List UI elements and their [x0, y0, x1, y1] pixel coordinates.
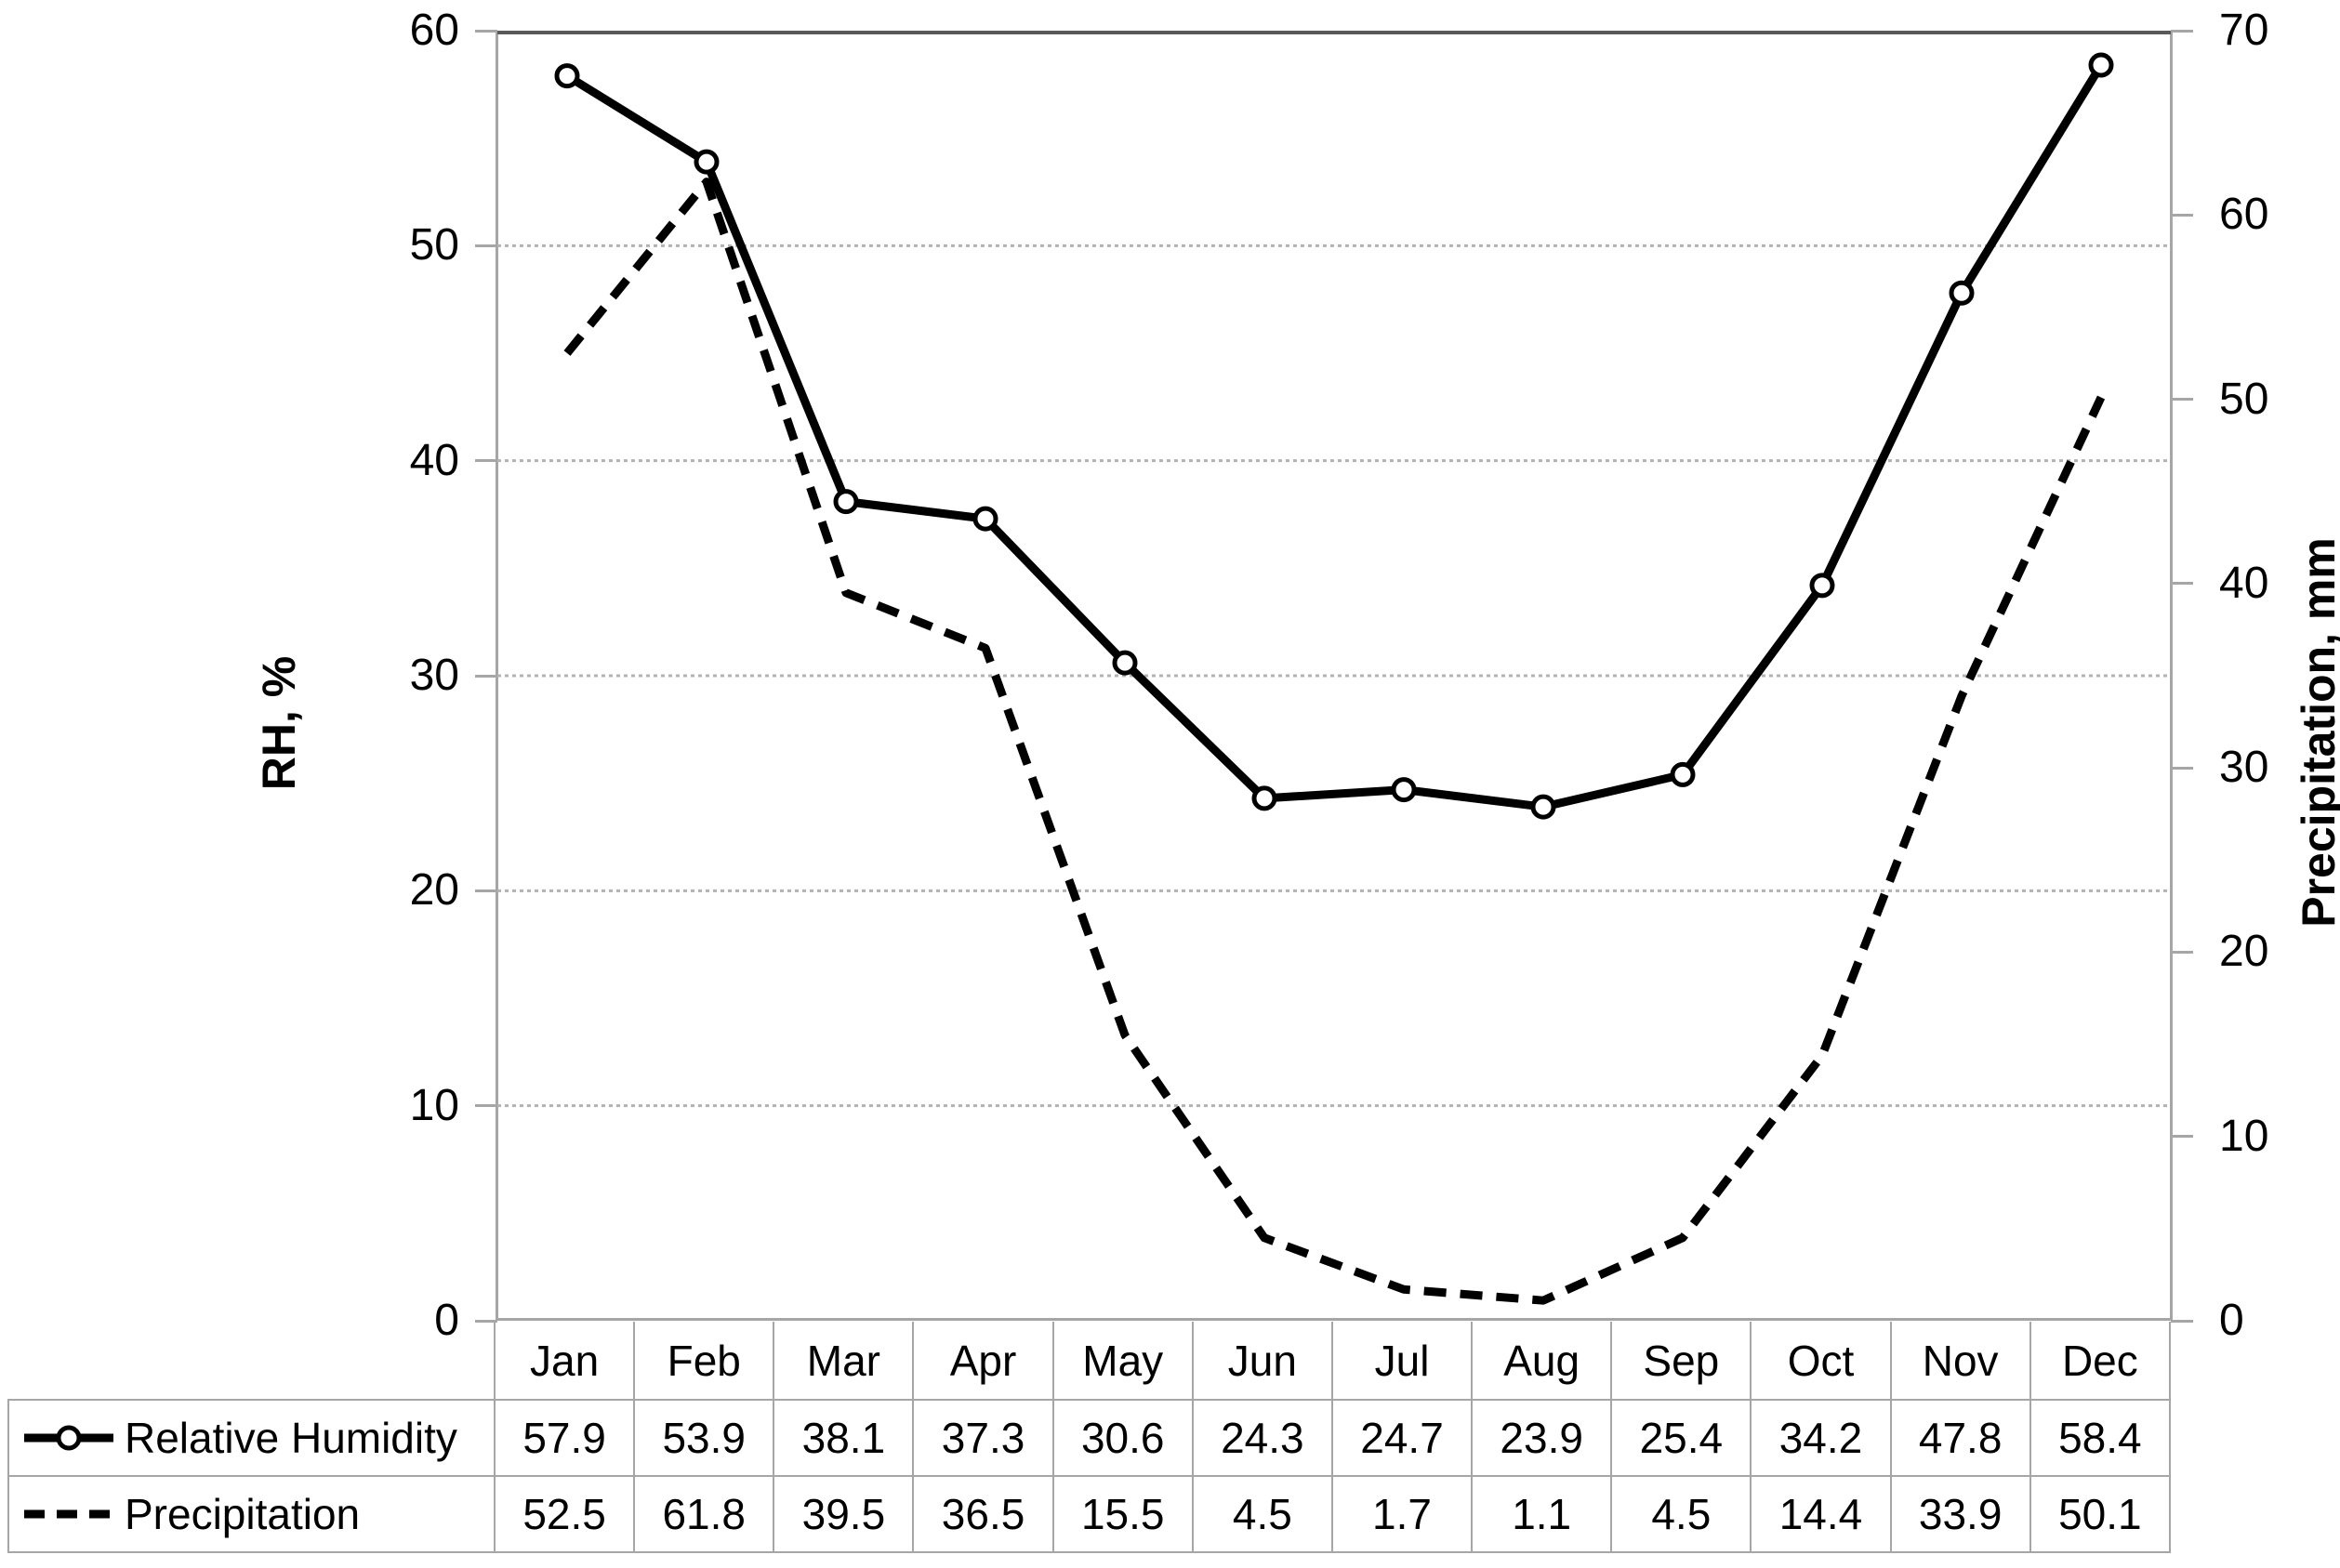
month-header-cell: Mar — [773, 1322, 915, 1401]
data-point-marker — [1949, 280, 1975, 306]
relative-humidity-value-cell: 47.8 — [1889, 1399, 2031, 1477]
relative-humidity-value-cell: 23.9 — [1471, 1399, 1613, 1477]
month-header-cell: Jan — [493, 1322, 636, 1401]
left-axis-tick-label: 30 — [409, 651, 459, 700]
left-axis-tick — [475, 459, 497, 463]
right-axis-tick-label: 20 — [2219, 927, 2269, 977]
data-point-marker — [1809, 573, 1835, 599]
data-point-marker — [833, 489, 859, 515]
data-point-marker — [1112, 650, 1138, 676]
relative-humidity-value-cell: 24.7 — [1330, 1399, 1474, 1477]
precipitation-value-cell: 50.1 — [2029, 1475, 2172, 1553]
relative-humidity-value-cell: 58.4 — [2029, 1399, 2172, 1477]
relative-humidity-value-cell: 53.9 — [633, 1399, 775, 1477]
right-axis-tick — [2171, 766, 2193, 770]
left-axis-tick — [475, 1319, 497, 1323]
month-header-cell: Sep — [1610, 1322, 1752, 1401]
right-axis-tick — [2171, 1135, 2193, 1139]
relative-humidity-line-icon — [24, 1425, 113, 1451]
left-axis-tick-label: 10 — [409, 1080, 459, 1130]
data-point-marker — [554, 63, 580, 89]
right-axis-tick-label: 60 — [2219, 190, 2269, 240]
data-point-marker — [2088, 52, 2114, 78]
month-header-cell: Nov — [1889, 1322, 2031, 1401]
right-axis-tick-label: 40 — [2219, 558, 2269, 608]
right-axis-tick-label: 70 — [2219, 6, 2269, 55]
month-header-cell: Oct — [1750, 1322, 1892, 1401]
right-axis-tick — [2171, 29, 2193, 33]
month-header-cell: Feb — [633, 1322, 775, 1401]
relative-humidity-row: Relative Humidity 57.9 53.9 38.1 37.3 30.6 24… — [7, 1399, 2172, 1477]
left-axis-tick-label: 60 — [409, 6, 459, 55]
plot-area — [497, 31, 2171, 1321]
left-axis-tick — [475, 244, 497, 247]
data-point-marker — [1670, 761, 1696, 787]
bottom-axis-line — [497, 1318, 2171, 1321]
series-name-label: Relative Humidity — [125, 1414, 457, 1462]
data-point-marker — [1251, 785, 1277, 811]
right-axis-tick-label: 30 — [2219, 743, 2269, 793]
month-header-cell: Dec — [2029, 1322, 2172, 1401]
right-axis-tick-label: 10 — [2219, 1111, 2269, 1161]
right-axis-tick — [2171, 582, 2193, 586]
right-axis-tick — [2171, 398, 2193, 402]
month-header-cell: Jul — [1330, 1322, 1474, 1401]
relative-humidity-value-cell: 38.1 — [773, 1399, 915, 1477]
plot-svg — [497, 31, 2171, 1305]
precipitation-line — [563, 178, 2106, 1305]
data-point-marker — [1530, 794, 1556, 820]
left-axis-tick — [475, 889, 497, 892]
data-point-marker — [694, 149, 720, 175]
left-axis-tick-label: 0 — [434, 1296, 459, 1345]
relative-humidity-value-cell: 34.2 — [1750, 1399, 1892, 1477]
precipitation-value-cell: 4.5 — [1191, 1475, 1333, 1553]
relative-humidity-value-cell: 37.3 — [912, 1399, 1054, 1477]
left-axis-tick-label: 50 — [409, 220, 459, 270]
relative-humidity-value-cell: 30.6 — [1051, 1399, 1194, 1477]
right-axis-tick-label: 50 — [2219, 374, 2269, 424]
series-name-label: Precipitation — [125, 1490, 361, 1538]
relative-humidity-line — [564, 62, 2105, 811]
data-point-marker — [1391, 777, 1417, 803]
left-axis-tick — [475, 674, 497, 678]
month-header-cell: Aug — [1471, 1322, 1613, 1401]
relative-humidity-legend-cell: Relative Humidity — [7, 1399, 496, 1477]
precipitation-value-cell: 52.5 — [493, 1475, 636, 1553]
precipitation-value-cell: 4.5 — [1610, 1475, 1752, 1553]
left-axis-title: RH, % — [253, 655, 305, 791]
precipitation-value-cell: 14.4 — [1750, 1475, 1892, 1553]
left-axis-tick-label: 40 — [409, 435, 459, 485]
month-header-cell: Apr — [912, 1322, 1054, 1401]
precipitation-value-cell: 1.7 — [1330, 1475, 1474, 1553]
relative-humidity-value-cell: 57.9 — [493, 1399, 636, 1477]
data-point-marker — [972, 506, 998, 532]
precipitation-legend-cell: Precipitation — [7, 1475, 496, 1553]
left-axis-tick-label: 20 — [409, 865, 459, 916]
precipitation-value-cell: 33.9 — [1889, 1475, 2031, 1553]
precipitation-line-icon — [24, 1509, 113, 1519]
precipitation-row: Precipitation 52.5 61.8 39.5 36.5 15.5 4.5 1.7… — [7, 1475, 2172, 1553]
right-axis-tick — [2171, 213, 2193, 217]
data-table: Jan Feb Mar Apr May Jun Jul Aug Sep Oct Nov Dec Rel… — [7, 1322, 2172, 1553]
month-header-cell: May — [1051, 1322, 1194, 1401]
month-header-cell: Jun — [1191, 1322, 1333, 1401]
right-axis-tick — [2171, 1319, 2193, 1323]
right-axis-tick-label: 0 — [2219, 1296, 2244, 1345]
precipitation-value-cell: 15.5 — [1051, 1475, 1194, 1553]
right-axis-line — [2170, 31, 2173, 1321]
precipitation-value-cell: 36.5 — [912, 1475, 1054, 1553]
precipitation-value-cell: 39.5 — [773, 1475, 915, 1553]
left-axis-tick — [475, 1104, 497, 1108]
left-axis-tick — [475, 29, 497, 33]
right-axis-tick — [2171, 950, 2193, 954]
relative-humidity-value-cell: 24.3 — [1191, 1399, 1333, 1477]
precipitation-value-cell: 61.8 — [633, 1475, 775, 1553]
relative-humidity-value-cell: 25.4 — [1610, 1399, 1752, 1477]
month-header-row: Jan Feb Mar Apr May Jun Jul Aug Sep Oct Nov Dec — [8, 1322, 2172, 1401]
precipitation-value-cell: 1.1 — [1471, 1475, 1613, 1553]
